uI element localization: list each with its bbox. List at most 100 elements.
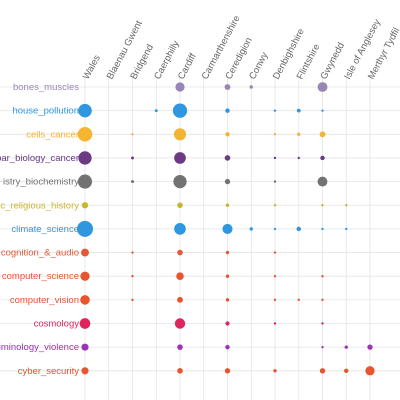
column-labels: Wales Blaenau GwentBridgendCaerphillyCard… [81, 14, 400, 82]
data-point [321, 275, 324, 278]
grid [0, 78, 400, 400]
data-point [297, 298, 300, 302]
data-point [345, 227, 348, 231]
data-point [77, 127, 93, 142]
data-point [81, 367, 89, 375]
row-label: bones_muscles [13, 82, 79, 93]
data-point [131, 275, 134, 278]
row-label: cognition_&_audio [1, 248, 79, 259]
data-point [321, 109, 324, 112]
data-point [319, 131, 326, 138]
data-point [131, 156, 134, 160]
data-point [225, 274, 230, 278]
data-point [273, 109, 277, 112]
row-label: criminology_violence [0, 342, 79, 353]
data-point [365, 366, 375, 376]
data-point [273, 298, 277, 302]
data-point [249, 85, 253, 89]
data-point [154, 109, 158, 113]
data-point [81, 202, 89, 209]
data-point [321, 298, 324, 302]
data-point [321, 322, 324, 325]
data-point [273, 204, 277, 207]
row-labels: bones_muscles house_pollution cells_cancer… [0, 82, 79, 377]
data-point [273, 251, 277, 254]
data-point [273, 322, 277, 325]
data-point [222, 223, 233, 234]
data-point [273, 227, 277, 231]
data-point [296, 108, 301, 113]
data-point [174, 152, 186, 164]
data-point [174, 223, 186, 235]
row-label: istry_biochemistry [3, 177, 79, 188]
data-point [273, 180, 277, 183]
data-point [80, 271, 90, 281]
data-point [78, 103, 92, 118]
row-label: bar_biology_cancer [0, 153, 79, 164]
data-point [319, 368, 326, 374]
row-label: house_pollution [12, 106, 79, 117]
data-point [321, 345, 324, 349]
data-point [273, 133, 277, 136]
data-point [78, 151, 92, 165]
data-point [273, 369, 277, 373]
data-point [177, 202, 183, 209]
data-point [77, 174, 93, 189]
data-point [224, 178, 231, 185]
data-point [225, 344, 230, 350]
data-point [367, 344, 373, 350]
column-label: Conwy [247, 50, 270, 81]
data-point [297, 132, 301, 136]
data-point [177, 249, 183, 256]
data-point [176, 272, 184, 280]
data-point [177, 344, 183, 350]
column-label: Wales [81, 53, 103, 81]
row-label: cosmology [34, 319, 80, 330]
row-label: computer_science [2, 271, 79, 282]
data-point [77, 220, 93, 237]
data-point [297, 156, 300, 160]
data-point [344, 368, 349, 374]
data-point [344, 345, 348, 349]
data-point [296, 226, 301, 232]
data-point [321, 227, 324, 231]
row-label: computer_vision [10, 295, 79, 306]
data-point [173, 174, 187, 189]
dots [77, 82, 375, 376]
data-point [225, 108, 230, 113]
data-point [345, 204, 348, 207]
data-point [81, 343, 89, 351]
column-label: Cardiff [176, 51, 199, 81]
row-label: cells_cancer [26, 129, 79, 140]
data-point [273, 275, 277, 278]
data-point [317, 82, 328, 92]
data-point [321, 204, 324, 207]
data-point [131, 251, 134, 254]
data-point [172, 103, 188, 118]
data-point [225, 321, 230, 326]
data-point [320, 155, 325, 161]
row-label: cyber_security [18, 366, 79, 377]
row-label: ic_religious_history [0, 200, 79, 211]
data-point [174, 318, 186, 329]
data-point [225, 298, 230, 302]
data-point [225, 132, 230, 137]
data-point [225, 250, 230, 255]
data-point [175, 82, 185, 92]
row-label: climate_science [11, 224, 79, 235]
data-point [225, 203, 230, 207]
data-point [173, 128, 187, 141]
data-point [224, 368, 231, 374]
data-point [131, 180, 134, 184]
data-point [273, 156, 277, 160]
data-point [317, 176, 328, 187]
data-point [224, 84, 231, 90]
data-point [80, 295, 90, 305]
data-point [177, 368, 183, 374]
data-point [81, 248, 89, 257]
data-point [177, 296, 183, 303]
data-point [224, 155, 231, 161]
data-point [79, 318, 91, 329]
data-point [131, 298, 134, 302]
